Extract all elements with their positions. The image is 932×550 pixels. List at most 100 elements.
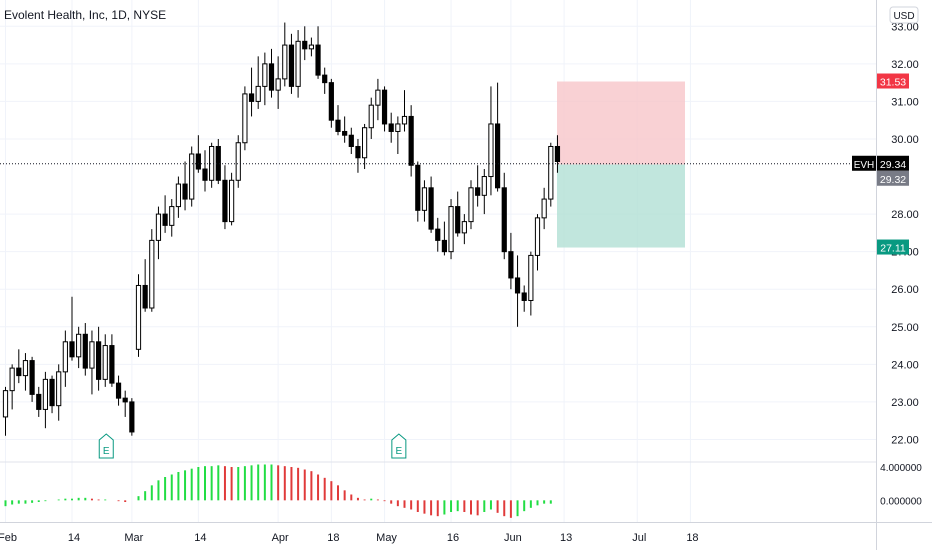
candle-down: [222, 179, 228, 223]
time-tick-label: Jun: [504, 532, 522, 544]
candle-down: [115, 382, 122, 399]
candle-up: [189, 153, 195, 200]
candle-up: [468, 187, 474, 223]
candle-up: [395, 123, 401, 132]
candle-down: [29, 360, 35, 395]
candle-down: [288, 44, 295, 87]
target-price-tag: [877, 239, 909, 255]
time-tick-label: Mar: [124, 532, 143, 544]
candle-up: [56, 371, 62, 407]
candle-down: [342, 130, 348, 136]
candle-up: [62, 341, 68, 373]
time-tick-label: 14: [68, 532, 80, 544]
candle-down: [16, 367, 22, 377]
candle-up: [175, 183, 182, 208]
time-tick-label: May: [376, 532, 397, 544]
candle-up: [102, 345, 108, 380]
time-tick-label: 18: [327, 532, 339, 544]
candle-down: [195, 153, 201, 170]
last-price-value: 29.34: [880, 159, 906, 171]
candle-down: [122, 397, 128, 403]
earnings-flag[interactable]: [391, 433, 407, 459]
candle-up: [262, 63, 268, 87]
target-zone[interactable]: [557, 164, 685, 248]
candle-down: [408, 115, 414, 166]
candle-down: [96, 341, 102, 380]
price-tick-label: 23.00: [891, 397, 919, 409]
time-tick-label: 14: [194, 532, 206, 544]
currency-label: USD: [893, 11, 914, 22]
candle-up: [89, 341, 95, 369]
time-tick-label: 13: [560, 532, 572, 544]
symbol-tag-label: EVH: [854, 160, 875, 171]
candle-down: [268, 63, 275, 91]
earnings-flag[interactable]: [98, 433, 114, 459]
time-tick-label: 18: [686, 532, 698, 544]
oscillator-tick-label: 4.000000: [880, 463, 922, 474]
candle-up: [375, 89, 381, 106]
candle-up: [282, 44, 288, 80]
candle-down: [322, 74, 328, 84]
stop-price-tag: [877, 73, 909, 89]
price-tick-label: 32.00: [891, 59, 919, 71]
candle-down: [388, 123, 394, 132]
candle-up: [528, 254, 534, 301]
candle-down: [182, 183, 188, 200]
candle-down: [142, 284, 148, 309]
candle-down: [415, 164, 421, 211]
price-tick-label: 25.00: [891, 322, 919, 334]
target-price-value: 27.11: [880, 243, 906, 255]
candle-up: [534, 217, 541, 256]
candle-up: [481, 176, 487, 196]
candle-down: [248, 93, 255, 102]
price-labels: 31.53 29.34 29.32 27.11 EVH: [852, 73, 909, 255]
candle-down: [49, 378, 55, 407]
candle-down: [109, 345, 115, 384]
symbol-tag: [852, 155, 876, 171]
candle-up: [2, 390, 9, 418]
time-tick-label: Feb: [0, 532, 17, 544]
price-tick-label: 33.00: [891, 21, 919, 33]
earnings-flag-label: E: [103, 446, 110, 457]
candle-up: [169, 206, 175, 226]
last-price-tag: [877, 155, 909, 171]
stop-zone[interactable]: [557, 81, 685, 165]
candle-up: [421, 187, 428, 211]
price-tick-label: 24.00: [891, 359, 919, 371]
candle-up: [362, 127, 368, 159]
candle-up: [275, 78, 281, 91]
candle-down: [335, 119, 341, 132]
candle-up: [488, 123, 494, 178]
candle-down: [435, 228, 441, 241]
candle-down: [315, 44, 321, 76]
entry-price-tag: [877, 170, 909, 186]
candle-down: [428, 187, 434, 230]
price-tick-label: 30.00: [891, 134, 919, 146]
oscillator-tick-label: 0.000000: [880, 496, 922, 507]
candle-up: [229, 179, 235, 223]
candle-down: [495, 123, 501, 189]
candle-down: [475, 187, 481, 196]
candle-down: [129, 401, 135, 433]
price-tick-label: 31.00: [891, 96, 919, 108]
candle-up: [308, 44, 314, 50]
candle-up: [548, 145, 554, 200]
candle-down: [355, 145, 361, 159]
currency-badge[interactable]: [889, 6, 919, 24]
time-tick-label: Jul: [632, 532, 646, 544]
entry-price-value: 29.32: [880, 174, 906, 186]
candle-down: [302, 40, 308, 50]
candle-down: [69, 341, 75, 358]
candle-up: [401, 115, 408, 125]
candle-up: [9, 367, 15, 392]
candle-down: [514, 277, 521, 294]
candle-up: [242, 93, 248, 144]
candle-up: [42, 378, 48, 410]
long-position-tool[interactable]: [557, 81, 685, 248]
price-tick-label: 26.00: [891, 284, 919, 296]
earnings-flag-label: E: [396, 446, 403, 457]
